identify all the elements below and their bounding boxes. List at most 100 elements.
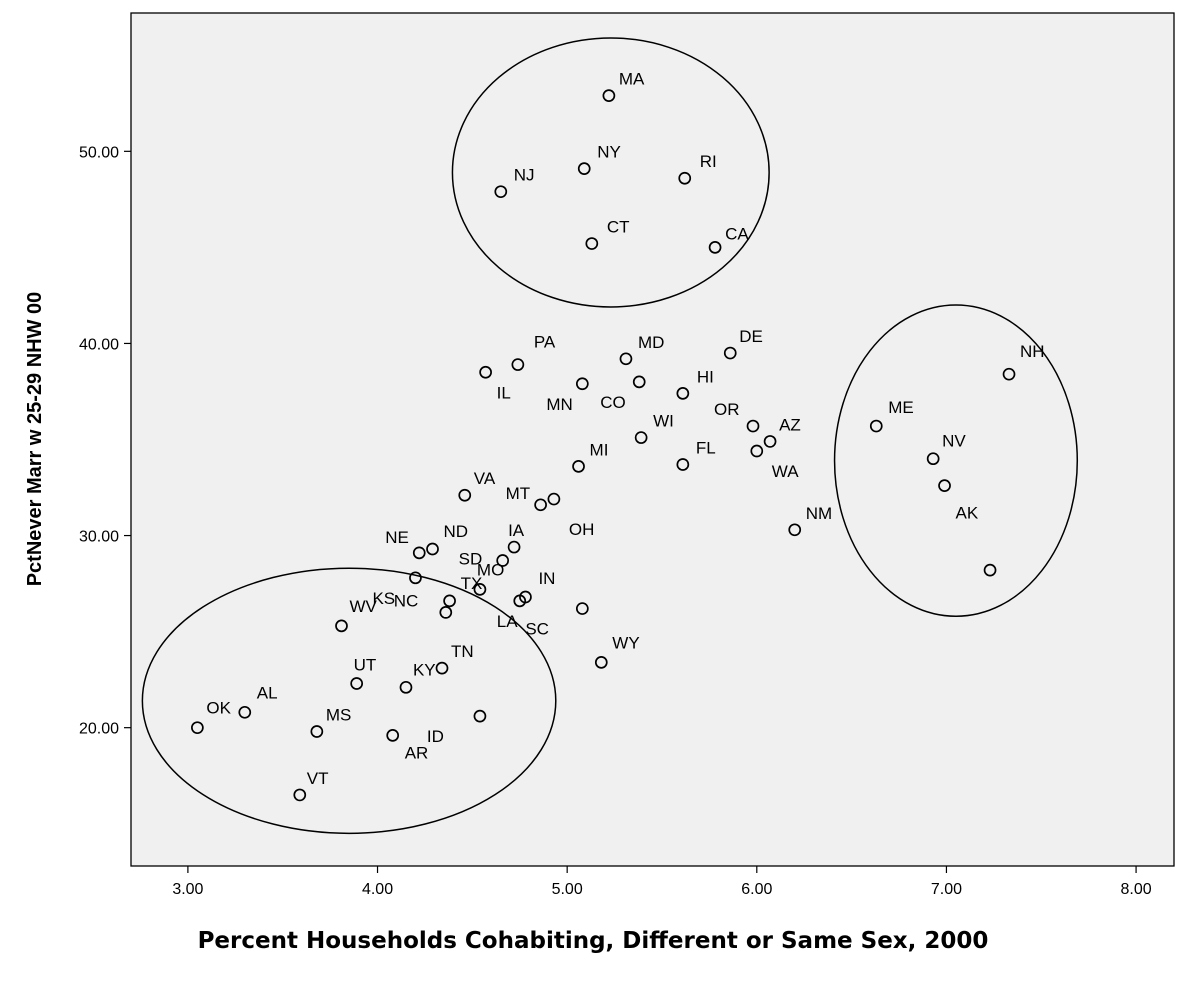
x-tick-label: 5.00	[552, 881, 583, 898]
x-tick-label: 8.00	[1121, 881, 1152, 898]
data-point	[575, 602, 589, 615]
data-point	[678, 171, 692, 185]
data-point	[594, 656, 608, 669]
point-label: NY	[597, 143, 621, 162]
data-point	[634, 431, 648, 444]
data-point	[983, 563, 997, 577]
point-label: VA	[474, 469, 496, 488]
plot-area	[130, 12, 1175, 867]
point-label: FL	[696, 438, 716, 457]
data-point	[409, 571, 422, 585]
data-point	[788, 523, 802, 537]
data-point	[1002, 367, 1016, 381]
point-label: CA	[725, 224, 749, 243]
data-point	[763, 435, 777, 448]
data-point	[293, 788, 307, 802]
data-point	[496, 554, 510, 567]
point-label: SC	[525, 620, 549, 639]
point-label: UT	[354, 655, 377, 674]
cluster-ellipse	[141, 567, 557, 835]
x-tick-label: 4.00	[362, 881, 393, 898]
point-label: TX	[461, 574, 483, 593]
x-axis-title: Percent Households Cohabiting, Different…	[198, 928, 989, 954]
data-point	[938, 479, 951, 492]
x-tick-label: 6.00	[741, 881, 772, 898]
y-tick-label: 20.00	[79, 721, 119, 738]
point-label: RI	[700, 152, 717, 171]
point-label: ME	[888, 398, 914, 417]
point-label: HI	[697, 367, 714, 386]
data-point	[399, 680, 413, 694]
point-label: AL	[257, 683, 278, 702]
point-label: NV	[942, 432, 966, 451]
data-point	[426, 542, 439, 556]
data-point	[619, 352, 633, 366]
data-point	[926, 452, 940, 466]
y-tick-label: 30.00	[79, 529, 119, 546]
point-label: ID	[427, 727, 444, 746]
data-point	[238, 705, 252, 719]
point-label: WY	[612, 633, 639, 652]
x-tick-label: 3.00	[172, 881, 203, 898]
data-point	[473, 583, 487, 596]
data-point	[534, 498, 547, 512]
point-label: DE	[739, 327, 763, 346]
point-label: SD	[459, 550, 483, 569]
data-point	[585, 237, 599, 250]
data-point	[602, 89, 616, 102]
point-label: KY	[413, 660, 436, 679]
data-point	[750, 444, 764, 458]
data-point	[439, 606, 453, 619]
point-label: WA	[772, 462, 799, 481]
point-label: OH	[569, 520, 595, 539]
data-point	[310, 725, 324, 738]
data-point	[676, 387, 690, 400]
data-point	[708, 241, 722, 254]
data-point	[632, 375, 646, 389]
point-label: PA	[534, 333, 556, 352]
point-label: CO	[600, 393, 626, 412]
point-label: NC	[394, 591, 419, 610]
data-point	[412, 546, 426, 560]
point-label: IA	[508, 521, 525, 540]
data-point	[572, 460, 585, 473]
cluster-ellipse	[451, 37, 770, 308]
data-point	[513, 594, 527, 608]
y-tick-label: 50.00	[79, 144, 119, 161]
data-point	[746, 419, 760, 433]
point-label: KS	[372, 589, 395, 608]
data-point	[458, 488, 472, 502]
point-label: VT	[307, 769, 329, 788]
point-label: MA	[619, 70, 645, 89]
point-label: MT	[506, 484, 531, 503]
y-axis-title: PctNever Marr w 25-29 NHW 00	[24, 292, 46, 587]
x-axis: 3.00 4.00 5.00 6.00 7.00 8.00	[172, 866, 1152, 898]
data-point	[191, 721, 204, 735]
data-point	[511, 358, 525, 371]
data-point	[386, 729, 400, 742]
data-point	[435, 661, 449, 675]
point-label: ND	[444, 522, 469, 541]
data-point	[507, 540, 521, 554]
point-label: MS	[326, 706, 352, 725]
data-point	[547, 492, 561, 506]
point-label: OR	[714, 400, 740, 419]
data-point	[443, 594, 456, 608]
point-label: WV	[349, 597, 377, 616]
point-label: MO	[477, 560, 504, 579]
data-point	[473, 709, 487, 723]
data-point	[577, 162, 591, 175]
point-label: NH	[1020, 342, 1045, 361]
data-point	[494, 185, 508, 199]
cluster-ellipses	[141, 37, 1079, 835]
cluster-ellipse	[833, 304, 1079, 617]
point-label: AZ	[779, 415, 801, 434]
data-point	[723, 346, 737, 360]
point-label: NM	[806, 504, 832, 523]
point-label: IN	[538, 569, 555, 588]
point-label: MN	[546, 395, 572, 414]
data-point	[350, 677, 364, 690]
point-label: MD	[638, 333, 664, 352]
point-label: CT	[607, 218, 630, 237]
